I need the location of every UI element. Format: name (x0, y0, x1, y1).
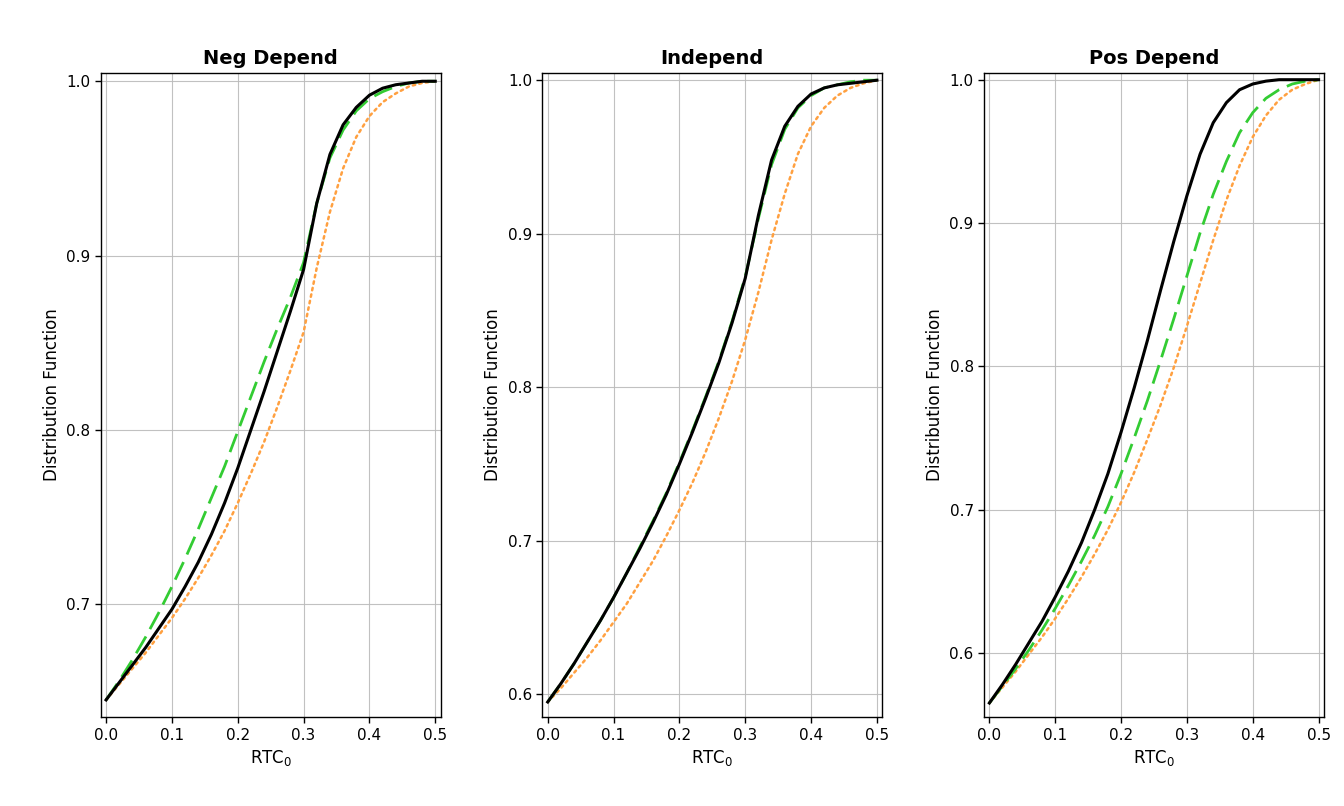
Title: Pos Depend: Pos Depend (1089, 49, 1219, 69)
X-axis label: RTC$_0$: RTC$_0$ (1133, 748, 1175, 768)
Y-axis label: Distribution Function: Distribution Function (43, 309, 60, 481)
X-axis label: RTC$_0$: RTC$_0$ (250, 748, 292, 768)
Title: Neg Depend: Neg Depend (203, 49, 339, 69)
Y-axis label: Distribution Function: Distribution Function (484, 309, 503, 481)
Title: Independ: Independ (661, 49, 763, 69)
Y-axis label: Distribution Function: Distribution Function (926, 309, 943, 481)
X-axis label: RTC$_0$: RTC$_0$ (691, 748, 734, 768)
